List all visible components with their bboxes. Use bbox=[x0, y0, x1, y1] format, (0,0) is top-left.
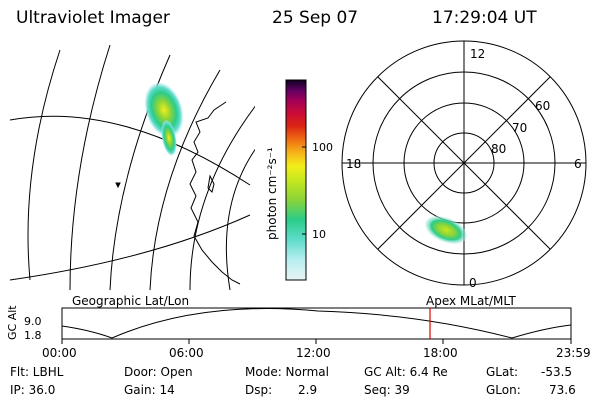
gc-alt-label: GC Alt: 6.4 Re bbox=[364, 365, 448, 379]
dsp-value: 2.9 bbox=[298, 383, 318, 397]
timeline-xtick-1200: 12:00 bbox=[296, 346, 331, 360]
timeline-right-label: Apex MLat/MLT bbox=[426, 294, 516, 308]
polar-mlt-18: 18 bbox=[346, 157, 361, 171]
filter-label: Flt: LBHL bbox=[10, 365, 64, 379]
timeline-xtick-2359: 23:59 bbox=[556, 346, 591, 360]
gain-label: Gain: 14 bbox=[124, 383, 175, 397]
glat-label: GLat: bbox=[486, 365, 519, 379]
polar-lat-60: 60 bbox=[535, 99, 550, 113]
timeline-xtick-0600: 06:00 bbox=[169, 346, 204, 360]
timeline-frame bbox=[61, 307, 572, 340]
timeline-ylabel: GC Alt bbox=[6, 305, 19, 340]
polar-mlt-12: 12 bbox=[470, 47, 485, 61]
timeline-altitude-curve bbox=[61, 308, 572, 339]
timeline-ytick-low: 1.8 bbox=[24, 329, 42, 342]
colorbar-label-10: 10 bbox=[312, 228, 326, 241]
polar-mlt-0: 0 bbox=[469, 276, 477, 290]
glon-value: 73.6 bbox=[549, 383, 576, 397]
door-label: Door: Open bbox=[124, 365, 193, 379]
seq-label: Seq: 39 bbox=[364, 383, 410, 397]
timeline-xtick-1800: 18:00 bbox=[423, 346, 458, 360]
dsp-label: Dsp: bbox=[245, 383, 273, 397]
polar-lat-80: 80 bbox=[491, 142, 506, 156]
polar-mlt-6: 6 bbox=[574, 157, 582, 171]
date-label: 25 Sep 07 bbox=[272, 8, 359, 28]
mode-label: Mode: Normal bbox=[245, 365, 329, 379]
glon-label: GLon: bbox=[486, 383, 521, 397]
instrument-title: Ultraviolet Imager bbox=[16, 8, 170, 28]
colorbar-label-100: 100 bbox=[312, 141, 333, 154]
polar-diagonal-2 bbox=[377, 76, 551, 250]
glat-value: -53.5 bbox=[541, 365, 573, 379]
time-label: 17:29:04 UT bbox=[432, 8, 537, 28]
ip-label: IP: 36.0 bbox=[10, 383, 56, 397]
timeline-left-label: Geographic Lat/Lon bbox=[72, 294, 189, 308]
timeline-ytick-high: 9.0 bbox=[24, 315, 42, 328]
polar-lat-70: 70 bbox=[512, 121, 527, 135]
colorbar-unit-label: photon cm⁻²s⁻¹ bbox=[265, 147, 279, 240]
timeline-xtick-0000: 00:00 bbox=[42, 346, 77, 360]
colorbar-gradient bbox=[285, 79, 307, 281]
polar-aurora bbox=[425, 216, 467, 244]
